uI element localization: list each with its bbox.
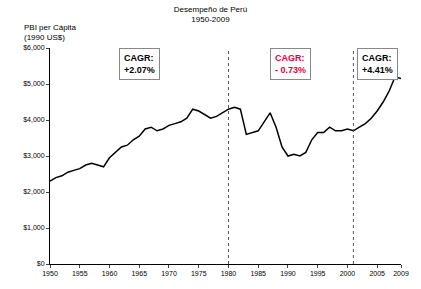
svg-text:$0: $0 — [37, 260, 45, 267]
svg-text:CAGR:+2.07%: CAGR:+2.07% — [124, 53, 155, 75]
svg-text:1950: 1950 — [42, 270, 58, 277]
svg-text:Desempeño de Perú1950-2009: Desempeño de Perú1950-2009 — [174, 5, 247, 24]
svg-text:1960: 1960 — [102, 270, 118, 277]
svg-text:$1,000: $1,000 — [23, 224, 45, 231]
svg-text:1975: 1975 — [191, 270, 207, 277]
svg-text:$5,000: $5,000 — [23, 80, 45, 87]
svg-text:PBI per Cápita(1990 US$): PBI per Cápita(1990 US$) — [24, 23, 77, 42]
svg-text:$3,000: $3,000 — [23, 152, 45, 159]
svg-text:1955: 1955 — [72, 270, 88, 277]
svg-text:$6,000: $6,000 — [23, 44, 45, 51]
svg-text:2009: 2009 — [393, 270, 409, 277]
svg-text:1985: 1985 — [250, 270, 266, 277]
svg-text:CAGR:+4.41%: CAGR:+4.41% — [362, 53, 393, 75]
svg-text:$4,000: $4,000 — [23, 116, 45, 123]
svg-text:$2,000: $2,000 — [23, 188, 45, 195]
svg-text:1980: 1980 — [221, 270, 237, 277]
svg-text:CAGR:- 0.73%: CAGR:- 0.73% — [275, 53, 306, 75]
svg-text:1995: 1995 — [310, 270, 326, 277]
svg-text:1990: 1990 — [280, 270, 296, 277]
svg-text:1970: 1970 — [161, 270, 177, 277]
svg-text:1965: 1965 — [131, 270, 147, 277]
svg-text:2000: 2000 — [340, 270, 356, 277]
svg-text:2005: 2005 — [369, 270, 385, 277]
